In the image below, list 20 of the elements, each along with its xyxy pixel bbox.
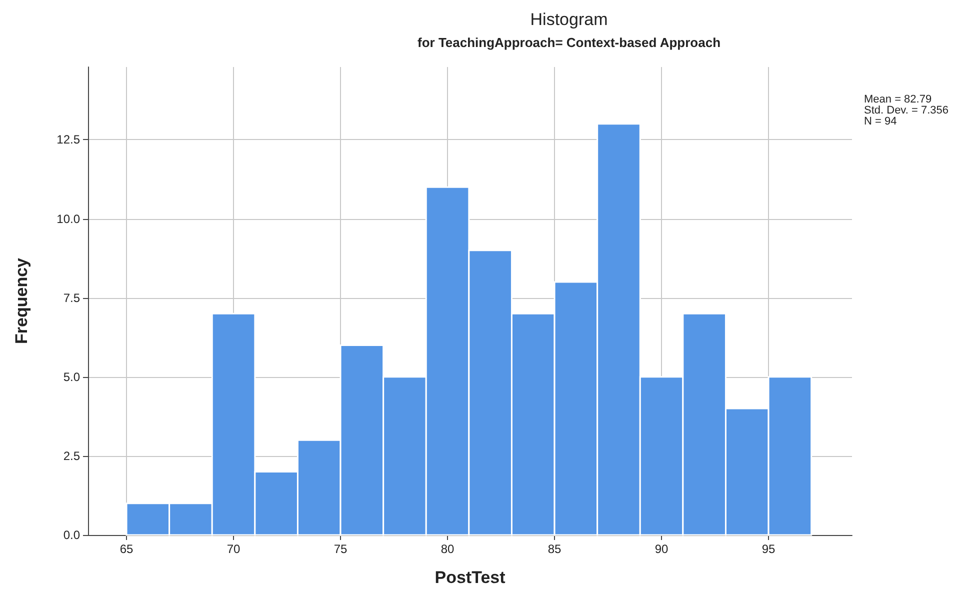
chart-title: Histogram	[530, 10, 608, 29]
text: Std. Dev. = 7.356	[864, 104, 948, 116]
y-tick-label: 2.5	[63, 448, 80, 463]
y-tick-label: 7.5	[63, 290, 80, 305]
y-tick-label: 5.0	[63, 370, 80, 384]
x-tick-label: 70	[226, 542, 241, 556]
y-tick-label: 10.0	[56, 212, 80, 226]
y-tick-label: 0.0	[63, 528, 80, 542]
x-tick-label: 95	[762, 542, 776, 556]
y-tick-label: 12.5	[56, 132, 80, 147]
x-tick-label: 75	[334, 542, 348, 556]
y-axis-title: Frequency	[12, 257, 31, 344]
text: Mean = 82.79	[864, 94, 932, 106]
x-axis-title: PostTest	[434, 568, 506, 587]
chart-subtitle: for TeachingApproach= Context-based Approach	[417, 35, 721, 50]
text: N = 94	[864, 116, 897, 128]
x-tick-label: 80	[440, 542, 455, 556]
x-tick-label: 65	[120, 542, 134, 556]
x-tick-label: 85	[548, 542, 562, 556]
x-tick-label: 90	[654, 542, 669, 556]
